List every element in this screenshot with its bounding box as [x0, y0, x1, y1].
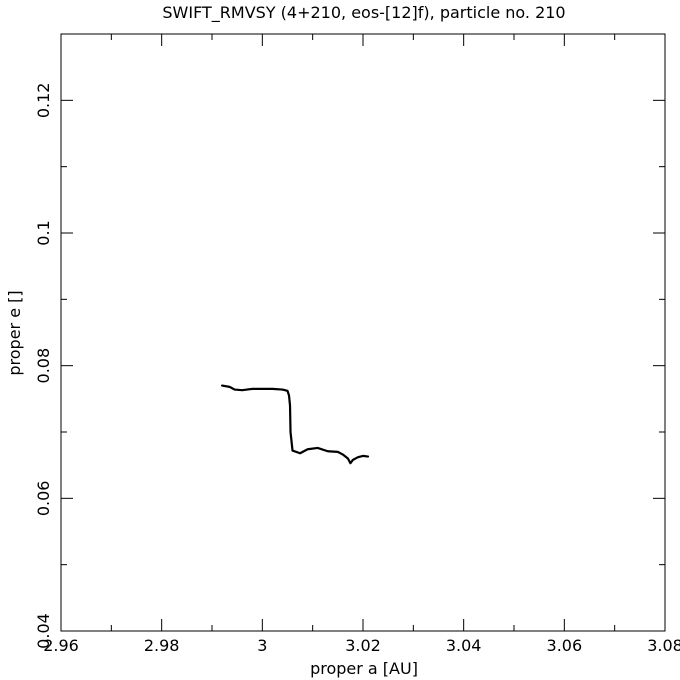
chart-title: SWIFT_RMVSY (4+210, eos-[12]f), particle…	[162, 3, 565, 23]
x-tick-label: 3.06	[547, 636, 583, 655]
series-line	[220, 384, 370, 465]
y-axis-tick-labels: 0.04 0.06 0.08 0.1 0.12	[34, 83, 53, 649]
y-axis-title: proper e []	[5, 290, 24, 375]
y-tick-label: 0.08	[34, 348, 53, 384]
y-tick-label: 0.06	[34, 481, 53, 517]
y-tick-label: 0.1	[34, 220, 53, 245]
y-tick-label: 0.12	[34, 83, 53, 119]
x-tick-label: 3.08	[647, 636, 680, 655]
y-tick-label: 0.04	[34, 613, 53, 649]
plot-frame	[60, 33, 666, 632]
x-tick-label: 2.96	[43, 636, 79, 655]
x-tick-label: 3.04	[446, 636, 482, 655]
x-tick-label: 3.02	[345, 636, 381, 655]
x-axis-title: proper a [AU]	[310, 659, 418, 678]
x-tick-label: 2.98	[144, 636, 180, 655]
x-tick-label: 3	[257, 636, 267, 655]
x-axis-tick-labels: 2.96 2.98 3 3.02 3.04 3.06 3.08	[43, 636, 680, 655]
